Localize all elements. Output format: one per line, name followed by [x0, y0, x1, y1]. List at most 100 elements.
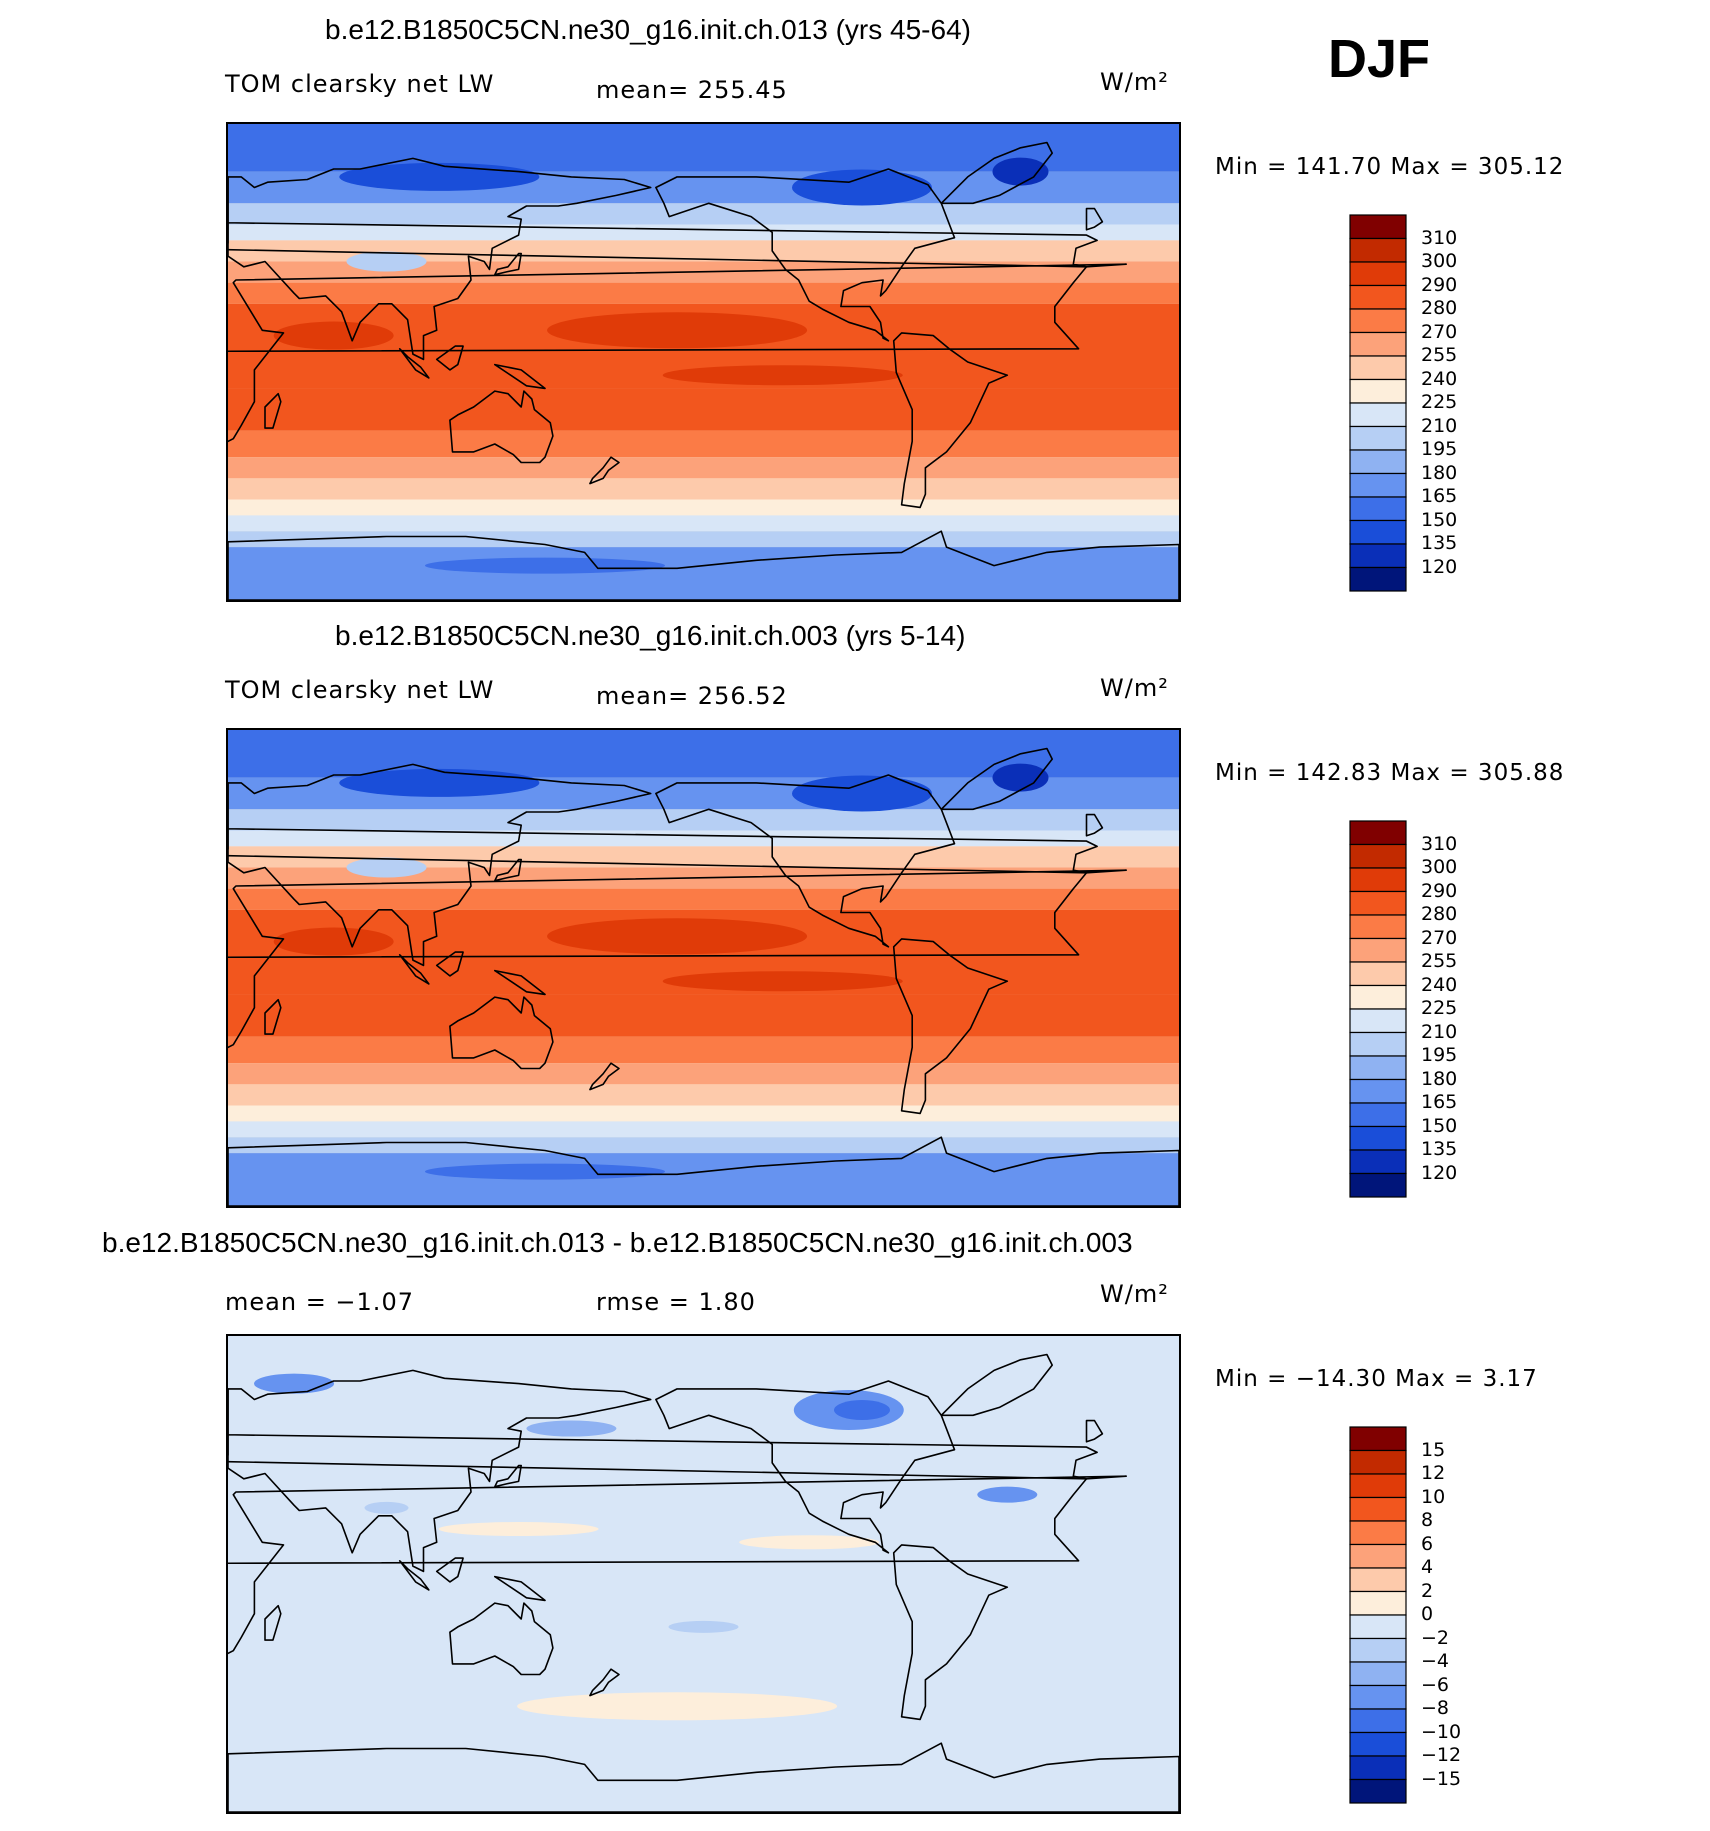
- colorbar-tick-label: 290: [1421, 879, 1458, 902]
- coastline-new-guinea: [494, 363, 546, 390]
- panel-1-units: W/m²: [1100, 68, 1169, 96]
- field-maximum: [547, 918, 808, 955]
- field-anomaly: [364, 1501, 409, 1514]
- panel-1-variable: TOM clearsky net LW: [225, 70, 495, 98]
- colorbar-swatch: [1349, 984, 1407, 1010]
- panel-2-title: b.e12.B1850C5CN.ne30_g16.init.ch.003 (yr…: [335, 620, 966, 651]
- colorbar-tick-label: 270: [1421, 926, 1458, 949]
- colorbar-swatch: [1349, 261, 1407, 287]
- field-band: [228, 1084, 1179, 1106]
- colorbar-tick-label: 120: [1421, 555, 1458, 578]
- coastline-south-america: [892, 938, 1009, 1115]
- field-band: [228, 499, 1179, 516]
- colorbar-tick-label: −15: [1421, 1767, 1462, 1790]
- coastline-eurasia: [228, 1369, 652, 1573]
- panel-1-mean: mean= 255.45: [596, 76, 788, 104]
- colorbar-tick-label: 255: [1421, 344, 1458, 366]
- panel-3-minmax: Min = −14.30 Max = 3.17: [1215, 1366, 1538, 1392]
- field-maximum: [662, 365, 903, 386]
- colorbar-swatch: [1349, 1031, 1407, 1057]
- colorbar-swatch: [1349, 1078, 1407, 1104]
- colorbar-tick-label: 255: [1421, 950, 1458, 972]
- colorbar-swatch: [1349, 1708, 1407, 1734]
- colorbar-swatch: [1349, 1102, 1407, 1128]
- colorbar-swatch: [1349, 914, 1407, 940]
- coastline-japan: [494, 1464, 522, 1488]
- colorbar-swatch: [1349, 1449, 1407, 1475]
- field-greenland-low: [992, 763, 1049, 792]
- panel-2-units: W/m²: [1100, 674, 1169, 702]
- coastline-europe: [228, 782, 1098, 874]
- coastline-europe: [228, 176, 1098, 268]
- colorbar-tick-label: 180: [1421, 461, 1458, 484]
- field-anomaly: [517, 1692, 838, 1721]
- field-band: [228, 203, 1179, 225]
- panel-2-mean: mean= 256.52: [596, 682, 788, 710]
- colorbar-tick-label: 280: [1421, 297, 1458, 319]
- field-greenland-low: [992, 157, 1049, 186]
- field-antarctic-low: [425, 557, 665, 574]
- colorbar-tick-label: 225: [1421, 997, 1458, 1019]
- field-band: [228, 830, 1179, 847]
- field-band: [228, 282, 1179, 304]
- colorbar-swatch: [1349, 843, 1407, 869]
- colorbar-swatch: [1349, 1055, 1407, 1081]
- coastline-greenland: [940, 747, 1053, 811]
- panel-1-title: b.e12.B1850C5CN.ne30_g16.init.ch.013 (yr…: [325, 14, 971, 45]
- coastline-sumatra: [398, 954, 430, 985]
- colorbar-swatch: [1349, 937, 1407, 963]
- colorbar-tick-label: 310: [1421, 832, 1458, 855]
- colorbar-swatch: [1349, 1567, 1407, 1593]
- field-maximum: [662, 971, 903, 992]
- coastline-madagascar: [264, 998, 282, 1035]
- field-band: [228, 994, 1179, 1037]
- coastline-north-america: [655, 774, 956, 948]
- field-maximum: [547, 312, 808, 349]
- colorbar-tick-label: 12: [1421, 1462, 1446, 1484]
- colorbar-swatch: [1349, 1637, 1407, 1663]
- colorbar-swatch: [1349, 1778, 1407, 1804]
- panel-3-title: b.e12.B1850C5CN.ne30_g16.init.ch.013 - b…: [102, 1227, 1133, 1258]
- colorbar-swatch: [1349, 214, 1407, 240]
- colorbar-swatch: [1349, 449, 1407, 475]
- panel-1-minmax: Min = 141.70 Max = 305.12: [1215, 154, 1565, 180]
- coastline-new-guinea: [494, 969, 546, 996]
- field-band: [228, 430, 1179, 458]
- colorbar-swatch: [1349, 566, 1407, 592]
- colorbar-tick-label: 195: [1421, 438, 1458, 460]
- field-maximum: [273, 321, 394, 350]
- colorbar-tick-label: −12: [1421, 1744, 1462, 1766]
- coastline-uk: [1085, 207, 1104, 231]
- coastline-eurasia: [228, 157, 652, 361]
- field-band: [228, 478, 1179, 500]
- colorbar-swatch: [1349, 425, 1407, 451]
- colorbar-tick-label: 225: [1421, 391, 1458, 413]
- colorbar-tick-label: 300: [1421, 250, 1458, 272]
- field-band: [228, 388, 1179, 431]
- field-anomaly: [668, 1620, 739, 1633]
- colorbar-swatch: [1349, 308, 1407, 334]
- colorbar-swatch: [1349, 402, 1407, 428]
- colorbar-swatch: [1349, 331, 1407, 357]
- field-band: [228, 1105, 1179, 1122]
- colorbar-swatch: [1349, 496, 1407, 522]
- coastline-australia: [449, 390, 554, 464]
- coastline-africa: [228, 263, 1127, 443]
- colorbar-swatch: [1349, 1008, 1407, 1034]
- colorbar-tick-label: 2: [1421, 1579, 1434, 1602]
- colorbar-swatch: [1349, 1543, 1407, 1569]
- colorbar-tick-label: 195: [1421, 1044, 1458, 1066]
- colorbar-tick-label: 180: [1421, 1067, 1458, 1090]
- field-band: [228, 888, 1179, 910]
- colorbar-tick-label: 120: [1421, 1161, 1458, 1184]
- panel-2-minmax: Min = 142.83 Max = 305.88: [1215, 760, 1565, 786]
- colorbar-tick-label: 240: [1421, 367, 1458, 390]
- coastline-madagascar: [264, 1604, 282, 1641]
- coastline-new-zealand: [589, 1668, 620, 1697]
- field-anomaly: [834, 1400, 890, 1421]
- coastline-africa: [228, 869, 1127, 1049]
- field-anomaly: [438, 1522, 599, 1537]
- coastline-japan: [494, 858, 522, 882]
- colorbar-tick-label: 310: [1421, 226, 1458, 249]
- colorbar-tick-label: 135: [1421, 532, 1458, 554]
